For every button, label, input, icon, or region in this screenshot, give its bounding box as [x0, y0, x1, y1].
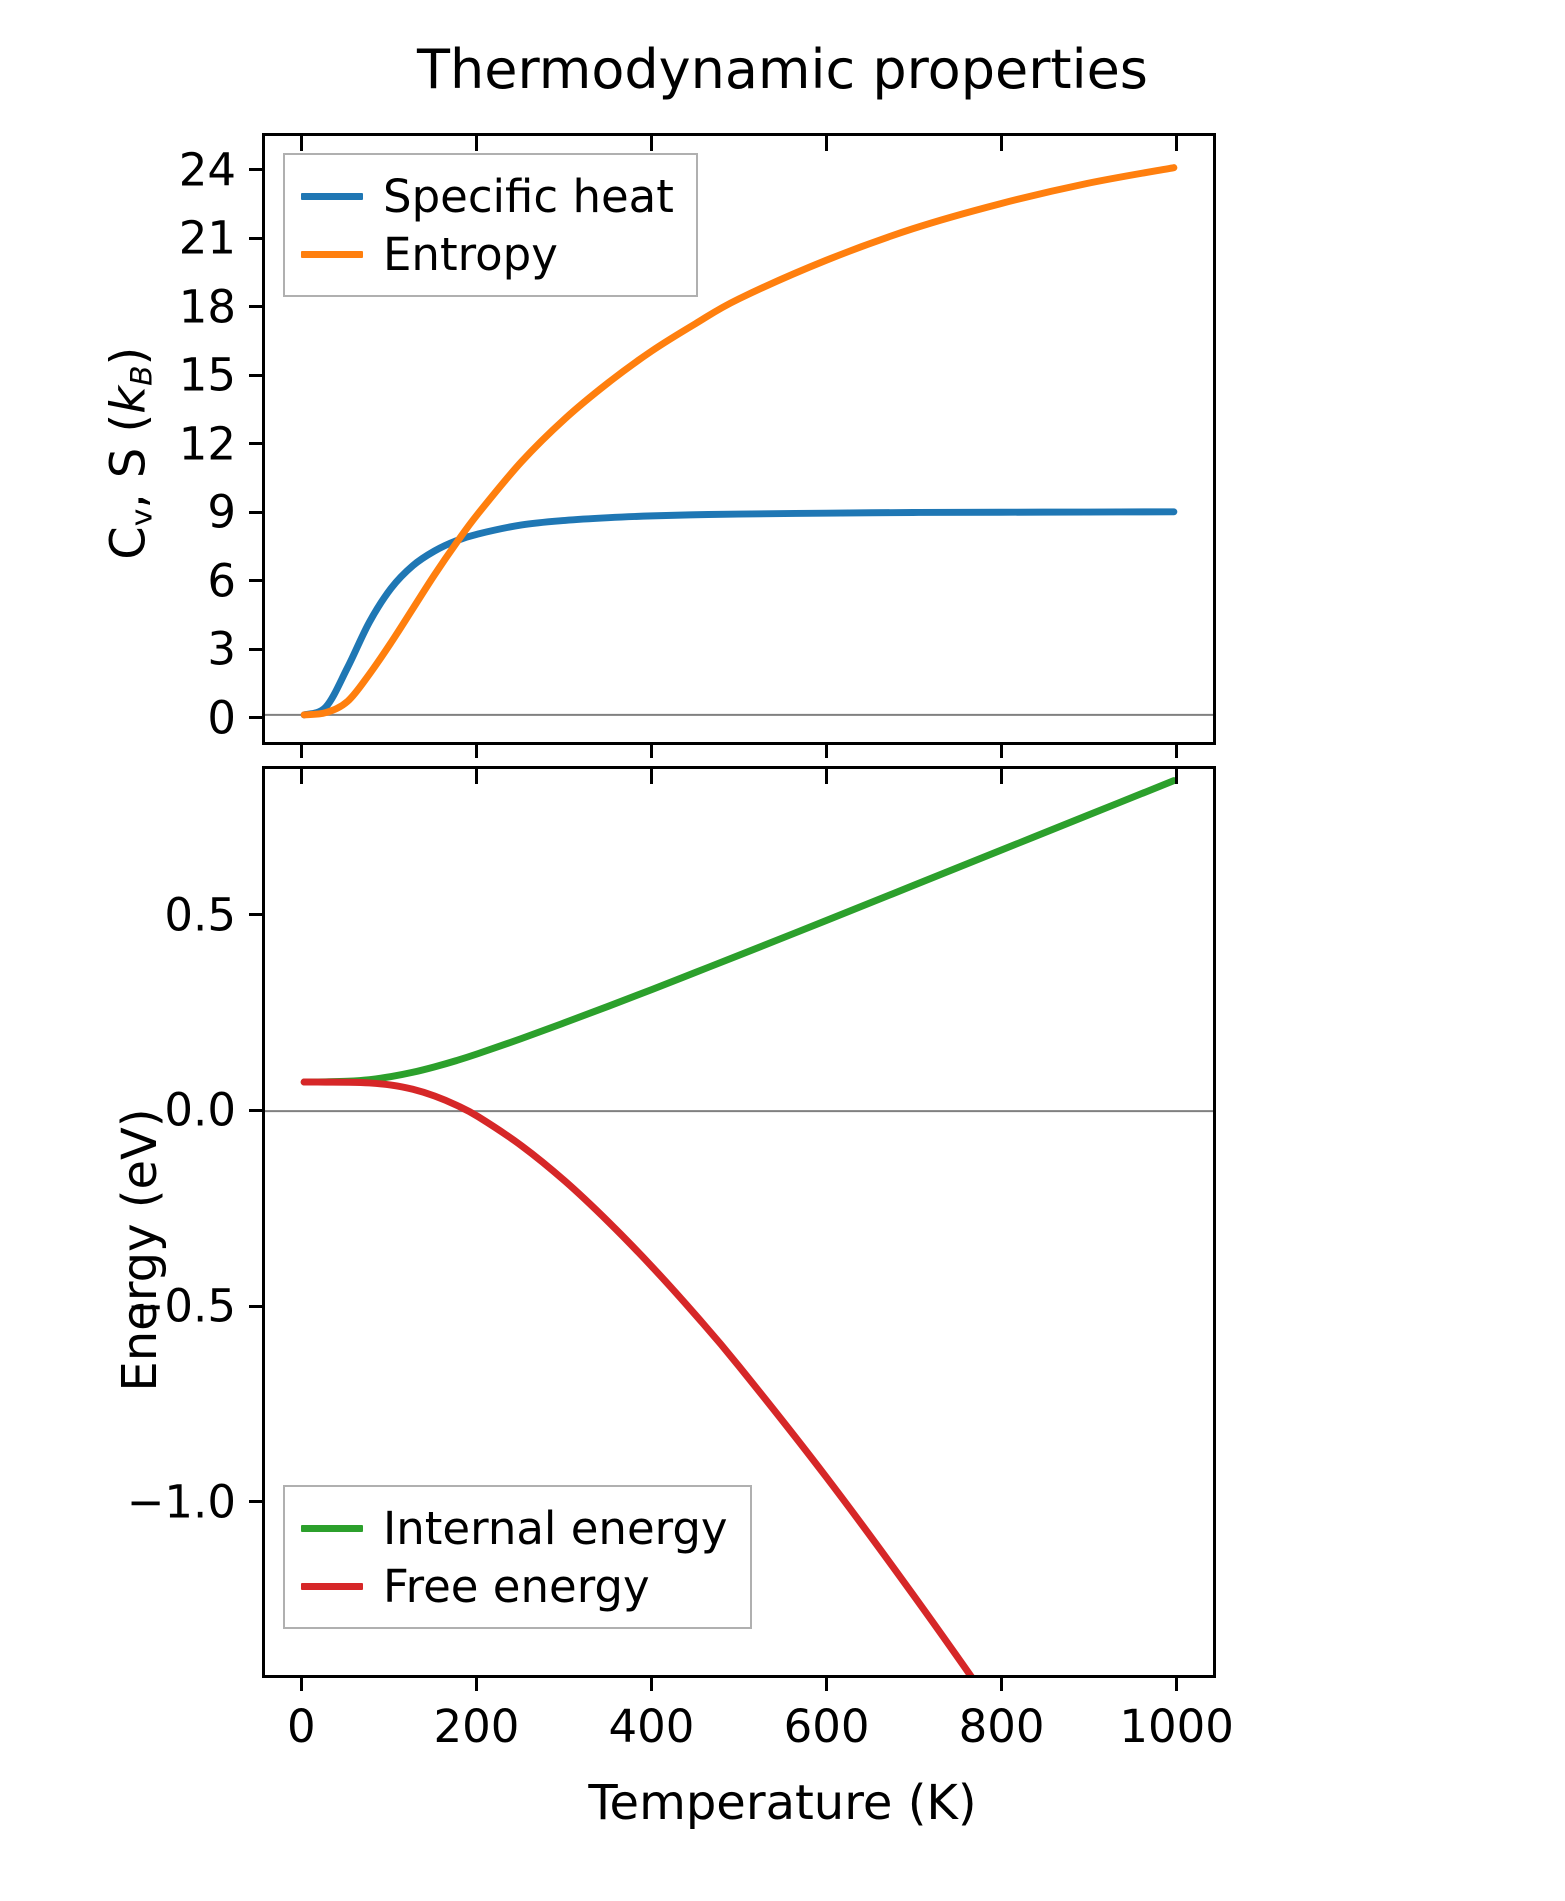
bottom-panel-xtick-mark-bottom	[1175, 1678, 1179, 1691]
bottom-ylabel-text: Energy (eV)	[112, 1108, 168, 1392]
legend-swatch-specific-heat	[301, 192, 363, 200]
top-panel-xtick-mark-bottom	[1000, 745, 1004, 758]
bottom-panel-xtick-label: 800	[958, 1700, 1045, 1753]
top-panel-xtick-mark-top	[474, 133, 478, 151]
top-panel-xtick-mark-top	[299, 133, 303, 151]
top-panel-xtick-mark-bottom	[474, 745, 478, 758]
legend-label-free-energy: Free energy	[383, 1559, 650, 1613]
x-axis-title: Temperature (K)	[588, 1775, 977, 1831]
top-panel-ytick-mark	[249, 510, 262, 514]
bottom-panel-ytick-mark	[249, 1108, 262, 1112]
top-panel-ytick-mark	[249, 579, 262, 583]
top-panel-plot-area	[265, 164, 1213, 719]
top-panel-ytick-mark	[249, 236, 262, 240]
top-panel-ytick-label: 12	[178, 417, 236, 471]
top-panel-xtick-mark-top	[649, 133, 653, 151]
top-panel-ytick-label: 3	[207, 622, 236, 676]
top-panel-ytick-label: 18	[178, 280, 236, 334]
series-line-specific-heat	[300, 508, 1178, 719]
top-panel-ytick-mark	[249, 647, 262, 651]
top-panel-xtick-mark-top	[1000, 133, 1004, 151]
top-panel-xtick-mark-top	[825, 133, 829, 151]
bottom-panel-xtick-mark-bottom	[299, 1678, 303, 1691]
legend-item-entropy[interactable]: Entropy	[301, 225, 674, 283]
ylabel-kb-k: k	[100, 385, 157, 414]
ylabel-cv-v: v	[124, 508, 160, 527]
top-panel-ytick-mark	[249, 442, 262, 446]
series-line-entropy	[300, 164, 1178, 719]
legend-swatch-entropy	[301, 250, 363, 258]
top-panel-ytick-label: 9	[207, 485, 236, 539]
bottom-panel-xtick-mark-bottom	[474, 1678, 478, 1691]
bottom-panel-xtick-mark-top	[299, 766, 303, 784]
top-panel-ytick-label: 6	[207, 554, 236, 608]
bottom-panel-xtick-label: 600	[783, 1700, 870, 1753]
bottom-panel-xtick-mark-top	[649, 766, 653, 784]
bottom-panel-xtick-mark-top	[825, 766, 829, 784]
top-panel-ytick-label: 15	[178, 348, 236, 402]
bottom-panel-ytick-mark	[249, 1500, 262, 1504]
top-panel-y-axis-title: Cv, S (kB)	[101, 253, 160, 653]
legend-item-internal-energy[interactable]: Internal energy	[301, 1499, 728, 1557]
legend-swatch-internal-energy	[301, 1524, 363, 1532]
figure-title: Thermodynamic properties	[417, 38, 1148, 101]
series-line-internal-energy	[300, 777, 1178, 1086]
bottom-panel-xtick-label: 400	[608, 1700, 695, 1753]
bottom-panel-plot-area	[265, 777, 1213, 1675]
top-panel-ytick-mark	[249, 305, 262, 309]
bottom-panel-ytick-label: 0.0	[164, 1083, 236, 1137]
top-panel-xtick-mark-bottom	[299, 745, 303, 758]
top-panel-xtick-mark-top	[1175, 133, 1179, 151]
bottom-panel-xtick-mark-top	[1000, 766, 1004, 784]
bottom-panel-ytick-mark	[249, 913, 262, 917]
legend-swatch-free-energy	[301, 1582, 363, 1590]
top-panel-xtick-mark-bottom	[1175, 745, 1179, 758]
top-panel-xtick-mark-bottom	[649, 745, 653, 758]
bottom-panel-xtick-mark-bottom	[649, 1678, 653, 1691]
bottom-panel-ytick-label: −1.0	[126, 1475, 236, 1529]
top-panel-ytick-label: 0	[207, 691, 236, 745]
ylabel-cv-c: C	[100, 526, 157, 560]
bottom-panel-ytick-mark	[249, 1304, 262, 1308]
legend-label-entropy: Entropy	[383, 227, 558, 281]
ylabel-kb-b: B	[124, 365, 160, 386]
bottom-panel-xtick-mark-bottom	[825, 1678, 829, 1691]
bottom-panel-xtick-mark-top	[1175, 766, 1179, 784]
top-panel-ytick-label: 21	[178, 211, 236, 265]
bottom-panel-legend[interactable]: Internal energy Free energy	[283, 1485, 752, 1629]
bottom-panel-xtick-mark-top	[474, 766, 478, 784]
bottom-panel-y-axis-title: Energy (eV)	[112, 1000, 168, 1500]
legend-item-specific-heat[interactable]: Specific heat	[301, 167, 674, 225]
bottom-panel-ytick-label: −0.5	[126, 1279, 236, 1333]
bottom-panel-ytick-label: 0.5	[164, 888, 236, 942]
ylabel-mid: , S (	[100, 413, 157, 509]
legend-label-internal-energy: Internal energy	[383, 1501, 728, 1555]
top-panel-ytick-mark	[249, 373, 262, 377]
bottom-panel-xtick-label: 0	[287, 1700, 316, 1753]
top-panel-ytick-mark	[249, 168, 262, 172]
top-panel-xtick-mark-bottom	[825, 745, 829, 758]
series-line-free-energy	[300, 1078, 975, 1675]
top-panel-ytick-mark	[249, 716, 262, 720]
bottom-panel-xtick-label: 200	[433, 1700, 520, 1753]
top-panel-legend[interactable]: Specific heat Entropy	[283, 153, 698, 297]
ylabel-close-paren: )	[100, 346, 157, 366]
legend-label-specific-heat: Specific heat	[383, 169, 674, 223]
bottom-panel-xtick-label: 1000	[1119, 1700, 1234, 1753]
bottom-panel-xtick-mark-bottom	[1000, 1678, 1004, 1691]
legend-item-free-energy[interactable]: Free energy	[301, 1557, 728, 1615]
top-panel-ytick-label: 24	[178, 143, 236, 197]
